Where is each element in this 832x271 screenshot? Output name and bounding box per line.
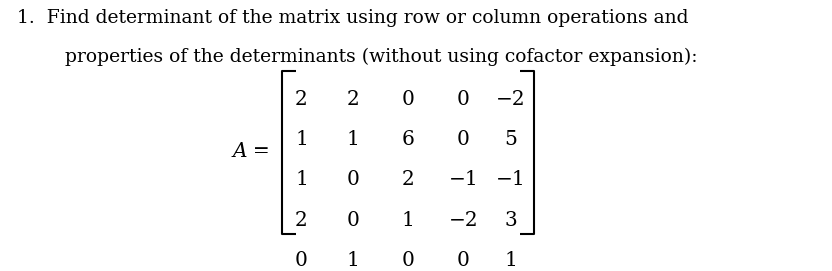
Text: 3: 3 [504,211,517,230]
Text: 0: 0 [457,90,470,109]
Text: 0: 0 [457,251,470,270]
Text: 0: 0 [346,170,359,189]
Text: −1: −1 [448,170,478,189]
Text: 2: 2 [346,90,359,109]
Text: 6: 6 [402,130,414,149]
Text: 2: 2 [295,211,308,230]
Text: 0: 0 [402,90,414,109]
Text: 2: 2 [402,170,414,189]
Text: 0: 0 [402,251,414,270]
Text: 1: 1 [402,211,414,230]
Text: properties of the determinants (without using cofactor expansion):: properties of the determinants (without … [65,48,697,66]
Text: 2: 2 [295,90,308,109]
Text: 0: 0 [457,130,470,149]
Text: 1: 1 [346,251,359,270]
Text: −2: −2 [448,211,478,230]
Text: 1: 1 [346,130,359,149]
Text: −2: −2 [496,90,526,109]
Text: A =: A = [232,142,270,161]
Text: −1: −1 [496,170,526,189]
Text: 1: 1 [504,251,518,270]
Text: 0: 0 [295,251,308,270]
Text: 1: 1 [295,130,308,149]
Text: 1: 1 [295,170,308,189]
Text: 1.  Find determinant of the matrix using row or column operations and: 1. Find determinant of the matrix using … [17,9,689,27]
Text: 5: 5 [504,130,518,149]
Text: 0: 0 [346,211,359,230]
